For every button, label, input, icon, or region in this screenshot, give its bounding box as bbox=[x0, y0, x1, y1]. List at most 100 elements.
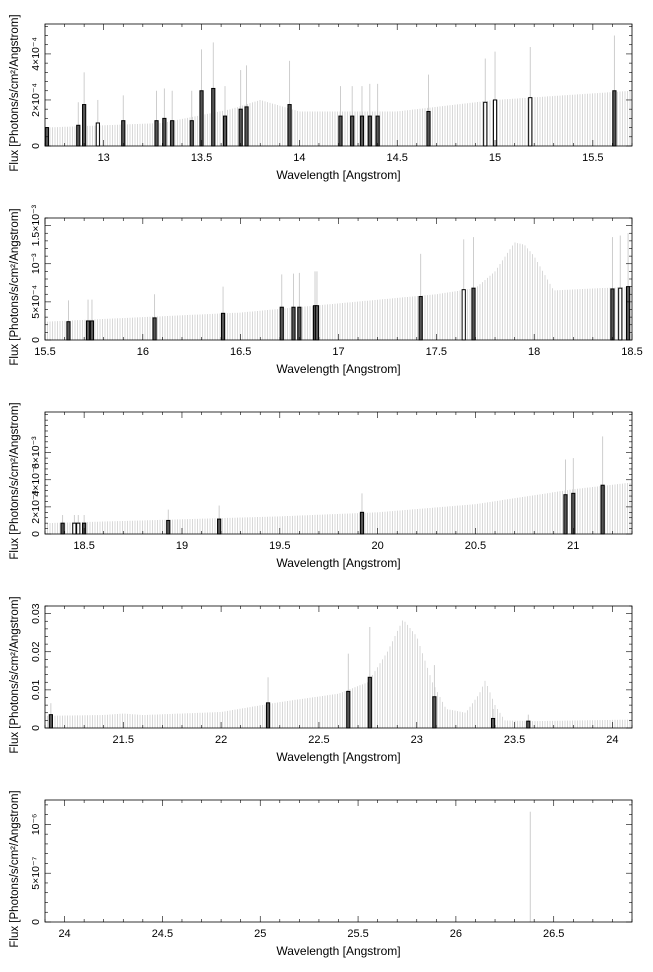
y-tick-label: 0.02 bbox=[30, 641, 42, 662]
x-tick-label: 16.5 bbox=[230, 346, 251, 358]
spectrum-panel-5: 24 24.5 25 25.5 26 26.5 0 5×10⁻⁷ 10⁻⁶ Wavelength … bbox=[9, 790, 633, 958]
line-bar bbox=[612, 90, 617, 147]
line-bar bbox=[244, 106, 249, 147]
x-tick-label: 18.5 bbox=[73, 540, 94, 552]
x-tick-label: 13.5 bbox=[191, 152, 212, 164]
line-bar bbox=[238, 108, 243, 147]
y-tick-label: 0 bbox=[30, 725, 42, 731]
plot-frame bbox=[44, 799, 633, 923]
y-tick-label: 5×10⁻⁷ bbox=[30, 857, 42, 890]
y-tick-label: 2×10⁻⁴ bbox=[30, 83, 42, 117]
line-bar bbox=[220, 312, 226, 341]
line-bar bbox=[72, 522, 77, 535]
line-bar bbox=[265, 702, 271, 729]
line-bar bbox=[490, 717, 496, 729]
x-tick-label: 16 bbox=[137, 346, 149, 358]
line-bar bbox=[492, 99, 498, 147]
line-bar bbox=[471, 287, 476, 341]
x-axis-label: Wavelength [Angstrom] bbox=[276, 168, 400, 182]
y-axis-label: Flux [Photons/s/cm²/Angstrom] bbox=[9, 208, 21, 365]
y-tick-label: 0 bbox=[30, 531, 42, 537]
x-tick-label: 19 bbox=[176, 540, 188, 552]
x-tick-label: 24 bbox=[606, 734, 618, 746]
spectrum-panel-2: 15.5 16 16.5 17 17.5 18 18.5 0 5×10⁻⁴ 10⁻³ 1.5×10⁻… bbox=[9, 204, 643, 376]
x-tick-label: 17.5 bbox=[426, 346, 447, 358]
line-bar bbox=[211, 87, 216, 147]
x-tick-label: 15.5 bbox=[582, 152, 603, 164]
x-axis-label: Wavelength [Angstrom] bbox=[276, 362, 400, 376]
line-bar bbox=[287, 104, 292, 147]
line-bar bbox=[217, 518, 222, 535]
y-tick-label: 0.01 bbox=[30, 679, 42, 700]
x-tick-label: 26.5 bbox=[543, 928, 564, 940]
x-tick-label: 22 bbox=[215, 734, 227, 746]
line-bar bbox=[563, 494, 568, 535]
y-tick-label: 0 bbox=[30, 143, 42, 149]
line-bar bbox=[367, 676, 372, 729]
line-bar bbox=[338, 115, 343, 147]
y-tick-label: 5×10⁻⁴ bbox=[30, 285, 42, 319]
x-tick-label: 20 bbox=[372, 540, 384, 552]
line-bar bbox=[154, 120, 159, 147]
spectrum-panel-4: 21.5 22 22.5 23 23.5 24 0 0.01 0.02 0.03 Wavelengt… bbox=[9, 596, 633, 764]
x-tick-label: 18.5 bbox=[621, 346, 642, 358]
line-bar bbox=[85, 320, 91, 341]
y-axis-label: Flux [Photons/s/cm²/Angstrom] bbox=[9, 790, 21, 947]
y-tick-label: 0.03 bbox=[30, 603, 42, 624]
y-tick-label: 4×10⁻⁴ bbox=[30, 463, 42, 497]
plot-frame bbox=[44, 605, 633, 729]
emission-lines bbox=[48, 626, 531, 729]
x-axis-label: Wavelength [Angstrom] bbox=[276, 750, 400, 764]
line-bar bbox=[618, 287, 623, 341]
y-tick-label: 0 bbox=[30, 337, 42, 343]
y-tick-label: 1.5×10⁻³ bbox=[30, 204, 42, 246]
x-tick-label: 21.5 bbox=[113, 734, 134, 746]
continuum-spectrum bbox=[44, 482, 631, 534]
x-axis-label: Wavelength [Angstrom] bbox=[276, 556, 400, 570]
line-bar bbox=[350, 115, 355, 147]
x-tick-label: 20.5 bbox=[465, 540, 486, 552]
x-tick-label: 23.5 bbox=[504, 734, 525, 746]
spectrum-panel-3: 18.5 19 19.5 20 20.5 21 0 2×10⁻⁴4×10⁻⁴6×10⁻³ Wav… bbox=[9, 402, 633, 570]
line-bar bbox=[346, 690, 351, 729]
line-bar bbox=[610, 288, 615, 341]
x-tick-label: 23 bbox=[411, 734, 423, 746]
line-bar bbox=[66, 321, 71, 341]
x-tick-label: 25 bbox=[254, 928, 266, 940]
y-tick-label: 10⁻⁶ bbox=[30, 814, 42, 836]
line-bar bbox=[170, 120, 175, 147]
emission-lines bbox=[44, 35, 617, 147]
line-bar bbox=[359, 115, 365, 147]
continuum-spectrum bbox=[44, 90, 631, 146]
line-bar bbox=[483, 101, 488, 147]
line-bar bbox=[222, 115, 228, 147]
line-bar bbox=[166, 519, 171, 535]
line-bar bbox=[526, 720, 531, 729]
x-tick-label: 24 bbox=[58, 928, 70, 940]
line-bar bbox=[121, 120, 126, 147]
line-bar bbox=[461, 289, 466, 341]
x-tick-label: 15.5 bbox=[34, 346, 55, 358]
y-axis-label: Flux [Photons/s/cm²/Angstrom] bbox=[9, 402, 21, 559]
emission-lines bbox=[66, 233, 631, 341]
line-bar bbox=[571, 492, 576, 535]
line-bar bbox=[314, 305, 320, 341]
line-bar bbox=[82, 104, 87, 147]
line-bar bbox=[291, 306, 296, 341]
x-tick-label: 22.5 bbox=[308, 734, 329, 746]
continuum-spectrum bbox=[44, 620, 631, 728]
x-tick-label: 21 bbox=[567, 540, 579, 552]
line-bar bbox=[162, 117, 167, 147]
line-bar bbox=[359, 511, 365, 535]
x-tick-label: 19.5 bbox=[269, 540, 290, 552]
line-bar bbox=[60, 522, 65, 535]
line-bar bbox=[367, 115, 372, 147]
line-bar bbox=[89, 320, 95, 341]
y-tick-label: 6×10⁻³ bbox=[30, 436, 42, 469]
line-bar bbox=[528, 97, 533, 147]
line-bar bbox=[600, 484, 605, 535]
line-bar bbox=[152, 317, 157, 341]
line-bar bbox=[375, 115, 380, 147]
line-bar bbox=[297, 306, 302, 341]
